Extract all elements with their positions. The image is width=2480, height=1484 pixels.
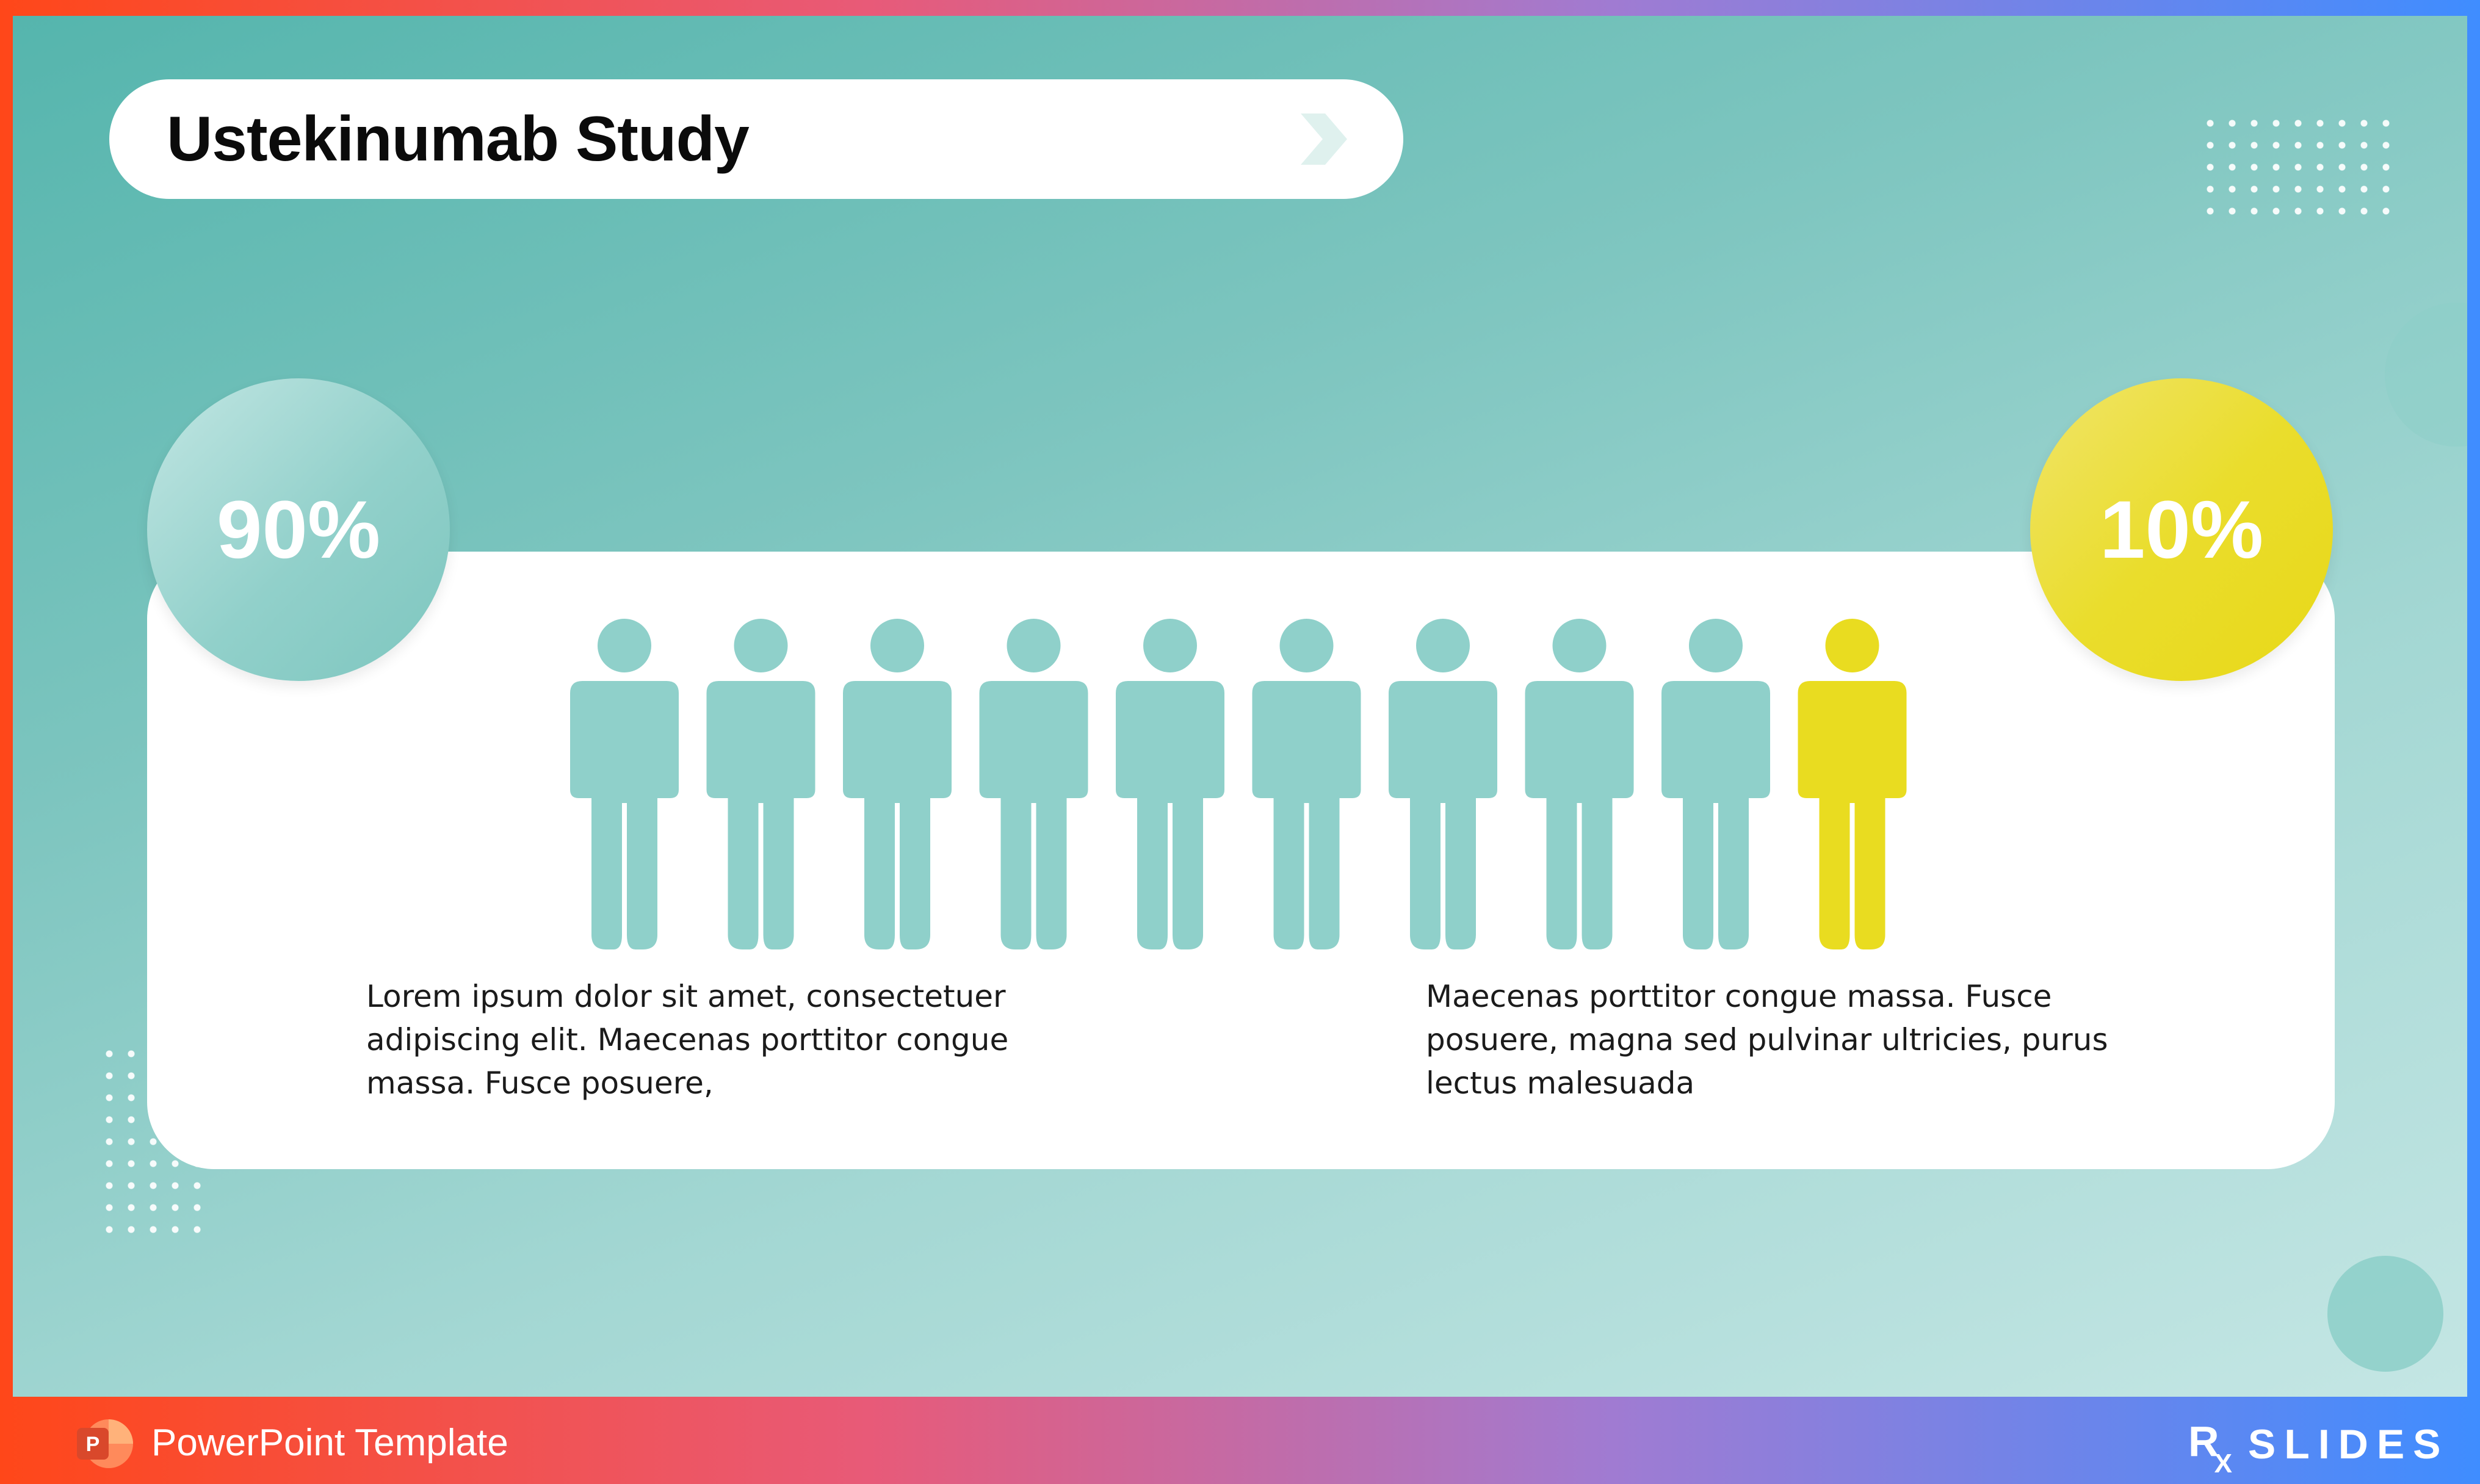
- person-icon: [1389, 619, 1497, 949]
- brand-mark-letter: R: [2188, 1417, 2219, 1465]
- person-icon: [570, 619, 679, 949]
- percent-value: 10%: [2099, 484, 2264, 575]
- percent-bubble-left: 90%: [147, 378, 450, 681]
- person-icon: [1661, 619, 1770, 949]
- slide-title: Ustekinumab Study: [167, 104, 750, 175]
- slide: Ustekinumab Study 90% 10% Lorem ipsum do…: [13, 16, 2467, 1397]
- caption-left: Lorem ipsum dolor sit amet, consectetuer…: [366, 979, 1009, 1101]
- svg-text:P: P: [86, 1433, 100, 1456]
- person-icon: [843, 619, 952, 949]
- brand-mark-sub: X: [2214, 1449, 2232, 1479]
- decorative-circle: [2327, 1256, 2443, 1372]
- person-icon: [1252, 619, 1361, 949]
- person-icon: [979, 619, 1088, 949]
- person-icon: [1525, 619, 1634, 949]
- caption-right: Maecenas porttitor congue massa. Fusce p…: [1426, 979, 2108, 1101]
- title-pill: Ustekinumab Study: [109, 79, 1403, 199]
- footer-label: PowerPoint Template: [151, 1422, 508, 1464]
- brand-logo: RX SLIDES: [2188, 1417, 2449, 1479]
- person-icon: [1116, 619, 1224, 949]
- chevron-right-icon: [1301, 113, 1347, 165]
- powerpoint-icon: P: [77, 1419, 133, 1468]
- person-icon: [706, 619, 815, 949]
- people-chart: [570, 619, 1907, 949]
- content-card: [147, 552, 2335, 1169]
- percent-value: 90%: [216, 484, 381, 575]
- person-icon-highlighted: [1798, 619, 1907, 949]
- dot-grid-decoration: [2199, 112, 2397, 222]
- percent-bubble-right: 10%: [2030, 378, 2333, 681]
- brand-wordmark: SLIDES: [2247, 1421, 2449, 1468]
- brand-mark: RX: [2188, 1417, 2237, 1479]
